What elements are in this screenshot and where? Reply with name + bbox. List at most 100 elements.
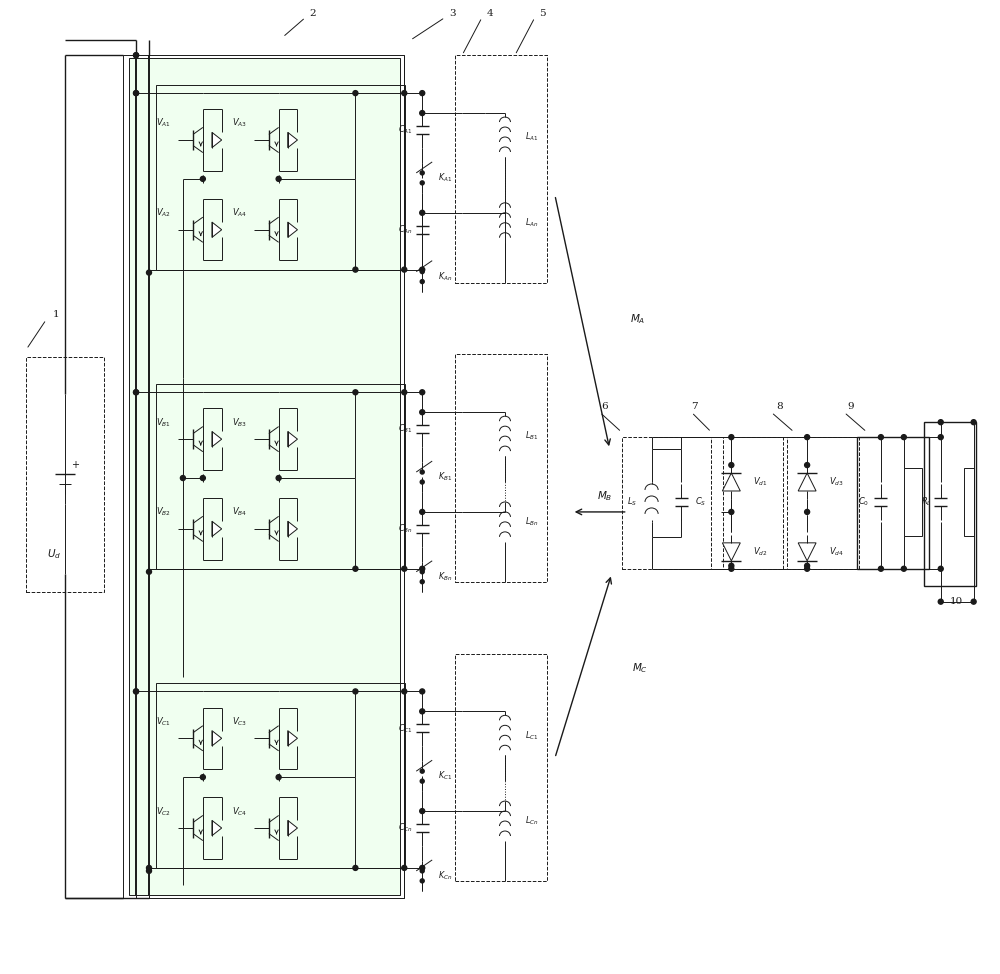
Polygon shape xyxy=(722,473,740,491)
Circle shape xyxy=(353,267,358,272)
Text: $V_{d2}$: $V_{d2}$ xyxy=(753,545,768,558)
Text: $K_{Bn}$: $K_{Bn}$ xyxy=(438,571,452,583)
Polygon shape xyxy=(288,222,297,238)
Circle shape xyxy=(353,689,358,693)
Text: $V_{A3}$: $V_{A3}$ xyxy=(232,117,247,130)
Circle shape xyxy=(938,434,943,439)
Circle shape xyxy=(420,580,424,583)
Circle shape xyxy=(420,210,425,215)
Bar xyxy=(904,468,922,536)
Text: $C_{C1}$: $C_{C1}$ xyxy=(398,722,412,734)
Text: 5: 5 xyxy=(539,9,545,18)
Circle shape xyxy=(420,869,424,873)
Text: $K_{Cn}$: $K_{Cn}$ xyxy=(438,870,453,882)
Circle shape xyxy=(420,779,424,783)
Text: $C_{Bn}$: $C_{Bn}$ xyxy=(398,523,412,535)
Polygon shape xyxy=(212,132,222,148)
Circle shape xyxy=(805,509,810,514)
Text: $C_{B1}$: $C_{B1}$ xyxy=(398,423,412,435)
Circle shape xyxy=(276,176,281,181)
Text: $V_{d3}$: $V_{d3}$ xyxy=(829,475,844,488)
Text: $L_{Bn}$: $L_{Bn}$ xyxy=(525,515,538,528)
Circle shape xyxy=(420,866,425,871)
Polygon shape xyxy=(212,521,222,537)
Text: $M_C$: $M_C$ xyxy=(632,661,648,675)
Text: $L_{An}$: $L_{An}$ xyxy=(525,216,538,229)
Circle shape xyxy=(901,566,906,572)
Circle shape xyxy=(200,475,205,480)
Bar xyxy=(622,437,723,569)
Circle shape xyxy=(420,509,425,514)
Circle shape xyxy=(147,270,151,275)
Text: $L_S$: $L_S$ xyxy=(627,496,638,508)
Polygon shape xyxy=(288,820,297,836)
Text: $V_{C4}$: $V_{C4}$ xyxy=(232,805,247,817)
Text: $V_{d4}$: $V_{d4}$ xyxy=(829,545,844,558)
Circle shape xyxy=(805,566,810,572)
Polygon shape xyxy=(212,730,222,746)
Circle shape xyxy=(938,420,943,425)
Circle shape xyxy=(729,563,734,568)
Polygon shape xyxy=(212,431,222,447)
Circle shape xyxy=(147,866,151,871)
Bar xyxy=(156,385,405,569)
Circle shape xyxy=(420,808,425,813)
Text: 4: 4 xyxy=(487,9,493,18)
Circle shape xyxy=(134,91,139,95)
Polygon shape xyxy=(722,543,740,561)
Bar xyxy=(455,56,547,282)
Bar xyxy=(787,437,859,569)
Polygon shape xyxy=(288,521,297,537)
Circle shape xyxy=(147,869,151,874)
Circle shape xyxy=(420,769,424,773)
Text: $R_L$: $R_L$ xyxy=(921,496,932,508)
Polygon shape xyxy=(798,543,816,561)
Bar xyxy=(156,85,405,270)
Circle shape xyxy=(134,53,139,57)
Circle shape xyxy=(353,390,358,394)
Text: $V_{A2}$: $V_{A2}$ xyxy=(156,206,171,219)
Circle shape xyxy=(938,599,943,604)
Circle shape xyxy=(402,866,407,871)
Text: 8: 8 xyxy=(776,401,783,411)
Circle shape xyxy=(420,570,424,574)
Text: $V_{A1}$: $V_{A1}$ xyxy=(156,117,171,130)
Text: 10: 10 xyxy=(950,597,963,606)
Circle shape xyxy=(200,774,205,779)
Bar xyxy=(123,56,404,898)
Text: $V_{B4}$: $V_{B4}$ xyxy=(232,506,247,518)
Bar xyxy=(156,684,405,868)
Polygon shape xyxy=(212,820,222,836)
Circle shape xyxy=(420,181,424,185)
Circle shape xyxy=(420,111,425,116)
Circle shape xyxy=(134,689,139,693)
Circle shape xyxy=(147,569,151,575)
Text: $M_A$: $M_A$ xyxy=(630,313,645,326)
Text: $K_{C1}$: $K_{C1}$ xyxy=(438,769,452,782)
Polygon shape xyxy=(288,431,297,447)
Text: $K_{An}$: $K_{An}$ xyxy=(438,271,452,282)
Text: $C_{Cn}$: $C_{Cn}$ xyxy=(398,822,412,835)
Circle shape xyxy=(353,91,358,95)
Text: $V_{B1}$: $V_{B1}$ xyxy=(156,416,171,429)
Bar xyxy=(857,437,929,569)
Text: $V_{d1}$: $V_{d1}$ xyxy=(753,475,768,488)
Circle shape xyxy=(420,270,424,274)
Text: $+$: $+$ xyxy=(71,459,80,469)
Circle shape xyxy=(878,434,883,439)
Bar xyxy=(964,468,974,536)
Text: $L_{B1}$: $L_{B1}$ xyxy=(525,430,538,442)
Text: $U_d$: $U_d$ xyxy=(47,547,62,561)
Text: $C_{A1}$: $C_{A1}$ xyxy=(398,124,412,136)
Polygon shape xyxy=(288,132,297,148)
Circle shape xyxy=(420,170,424,175)
Circle shape xyxy=(420,566,425,572)
Circle shape xyxy=(353,566,358,572)
Circle shape xyxy=(805,434,810,439)
Circle shape xyxy=(134,91,139,95)
Circle shape xyxy=(971,599,976,604)
Circle shape xyxy=(420,280,424,283)
Circle shape xyxy=(402,267,407,272)
Text: $L_{C1}$: $L_{C1}$ xyxy=(525,730,538,741)
Circle shape xyxy=(134,53,139,57)
